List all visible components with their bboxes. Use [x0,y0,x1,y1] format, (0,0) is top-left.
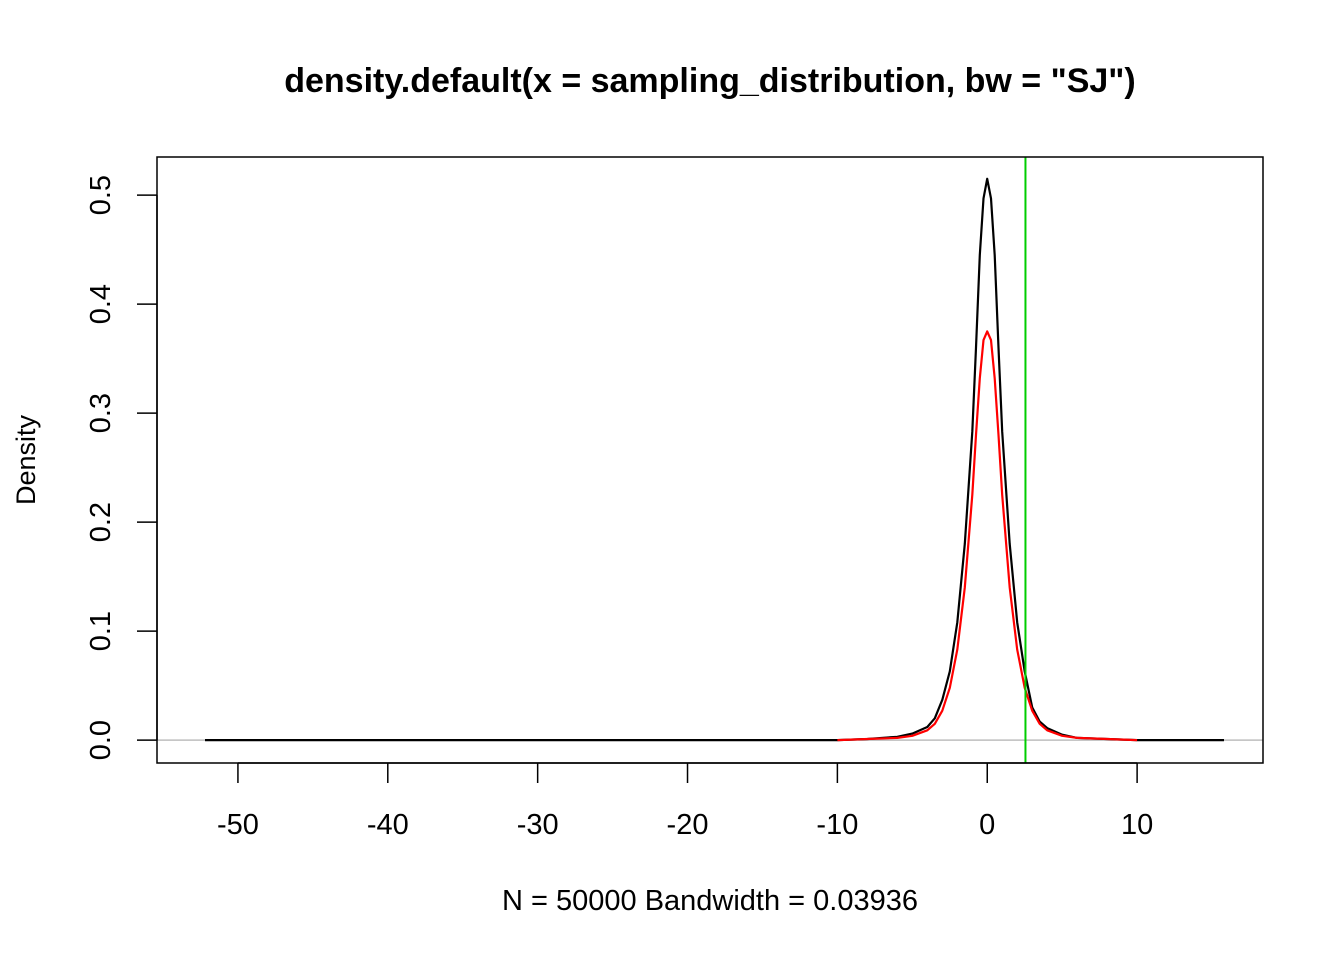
x-tick-label: -30 [517,809,559,841]
plot-area [157,157,1263,763]
y-tick-label: 0.0 [85,720,117,760]
x-axis: -50 -40 -30 -20 -10 0 10 [217,762,1153,841]
x-tick-label: -50 [217,809,259,841]
chart-title: density.default(x = sampling_distributio… [284,62,1136,100]
y-tick-label: 0.3 [85,393,117,433]
y-tick-label: 0.5 [85,175,117,215]
plot-frame [156,156,1264,764]
density-curve-black [205,177,1224,742]
x-tick-label: -20 [667,809,709,841]
x-tick-label: -10 [816,809,858,841]
x-tick-label: -40 [367,809,409,841]
x-axis-label: N = 50000 Bandwidth = 0.03936 [502,885,918,917]
x-tick-label: 0 [979,809,995,841]
y-axis-label: Density [11,414,41,505]
x-tick-label: 10 [1121,809,1153,841]
y-tick-label: 0.1 [85,611,117,651]
y-tick-label: 0.4 [85,284,117,324]
y-axis: 0.0 0.1 0.2 0.3 0.4 0.5 [85,175,158,760]
y-tick-label: 0.2 [85,502,117,542]
density-curve-red [837,330,1138,742]
